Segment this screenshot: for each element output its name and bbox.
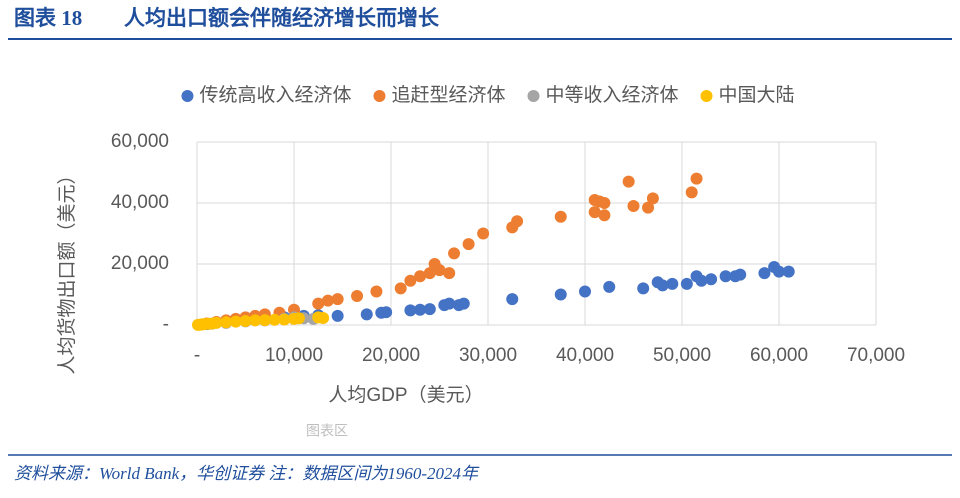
x-tick-label: 20,000 xyxy=(362,345,420,366)
scatter-point xyxy=(554,288,567,301)
scatter-point xyxy=(642,201,655,214)
legend-marker xyxy=(373,90,386,102)
legend-label: 中国大陆 xyxy=(719,84,795,106)
x-axis-title: 人均GDP（美元） xyxy=(328,384,483,406)
legend-label: 追赶型经济体 xyxy=(391,84,505,106)
scatter-point xyxy=(249,314,262,327)
scatter-point xyxy=(351,290,364,303)
scatter-point xyxy=(705,273,718,286)
figure-label: 图表 18 xyxy=(14,6,82,30)
x-tick-label: 50,000 xyxy=(653,345,711,366)
y-tick-label: - xyxy=(163,314,169,335)
scatter-point xyxy=(603,280,616,293)
y-axis-title: 人均货物出口额（美元） xyxy=(56,165,78,374)
legend-marker xyxy=(700,90,713,102)
y-tick-label: 60,000 xyxy=(111,131,169,152)
scatter-point xyxy=(317,311,330,324)
scatter-point xyxy=(414,270,427,283)
x-tick-label: 30,000 xyxy=(459,345,517,366)
legend-marker xyxy=(527,90,540,102)
scatter-point xyxy=(579,285,591,298)
scatter-point xyxy=(220,316,233,329)
scatter-point xyxy=(773,265,785,278)
scatter-point xyxy=(394,282,407,295)
scatter-point xyxy=(622,175,635,188)
x-tick-label: 70,000 xyxy=(847,345,905,366)
scatter-point xyxy=(554,210,567,223)
scatter-point xyxy=(511,215,524,228)
scatter-point xyxy=(627,200,640,213)
scatter-point xyxy=(646,192,659,205)
scatter-point xyxy=(292,312,305,325)
scatter-point xyxy=(443,297,456,310)
scatter-point xyxy=(695,274,708,287)
y-tick-label: 40,000 xyxy=(111,192,169,213)
scatter-point xyxy=(457,297,470,310)
scatter-point xyxy=(433,264,446,277)
scatter-point xyxy=(506,293,519,306)
y-tick-label: 20,000 xyxy=(111,253,169,274)
scatter-point xyxy=(404,304,417,317)
scatter-point xyxy=(404,274,417,287)
scatter-point xyxy=(758,267,771,280)
scatter-point xyxy=(685,186,698,199)
legend-marker xyxy=(181,90,194,102)
source-note: 资料来源：World Bank，华创证券 注：数据区间为1960-2024年 xyxy=(14,464,480,483)
legend-label: 传统高收入经济体 xyxy=(199,84,351,106)
scatter-point xyxy=(423,303,436,316)
scatter-point xyxy=(423,267,436,280)
scatter-point xyxy=(321,294,334,307)
x-tick-label: 60,000 xyxy=(750,345,808,366)
scatter-point xyxy=(268,313,281,326)
scatter-point xyxy=(229,315,242,328)
scatter-point xyxy=(380,306,393,319)
scatter-point xyxy=(331,309,344,322)
scatter-point xyxy=(637,282,650,295)
scatter-point xyxy=(719,270,732,283)
scatter-point xyxy=(278,313,291,326)
scatter-point xyxy=(690,172,703,185)
scatter-point xyxy=(588,206,601,219)
scatter-point xyxy=(360,308,373,321)
x-tick-label: 10,000 xyxy=(265,345,323,366)
x-tick-label: - xyxy=(194,345,200,366)
scatter-point xyxy=(477,227,490,240)
scatter-point xyxy=(782,265,795,278)
scatter-point xyxy=(448,247,461,260)
scatter-point xyxy=(239,315,252,328)
scatter-point xyxy=(666,277,679,290)
scatter-point xyxy=(258,314,271,327)
scatter-point xyxy=(598,197,611,209)
scatter-point xyxy=(680,277,693,290)
legend-label: 中等收入经济体 xyxy=(546,84,679,106)
scatter-point xyxy=(734,268,747,281)
scatter-point xyxy=(210,316,223,329)
scatter-point xyxy=(331,293,344,306)
scatter-point xyxy=(370,285,383,298)
watermark: 图表区 xyxy=(306,423,348,439)
scatter-point xyxy=(312,297,325,310)
figure-title: 人均出口额会伴随经济增长而增长 xyxy=(124,6,440,30)
scatter-point xyxy=(414,303,427,316)
scatter-point xyxy=(443,267,456,280)
scatter-point xyxy=(656,279,669,292)
scatter-point xyxy=(598,209,611,222)
scatter-point xyxy=(462,238,475,251)
x-tick-label: 40,000 xyxy=(556,345,614,366)
